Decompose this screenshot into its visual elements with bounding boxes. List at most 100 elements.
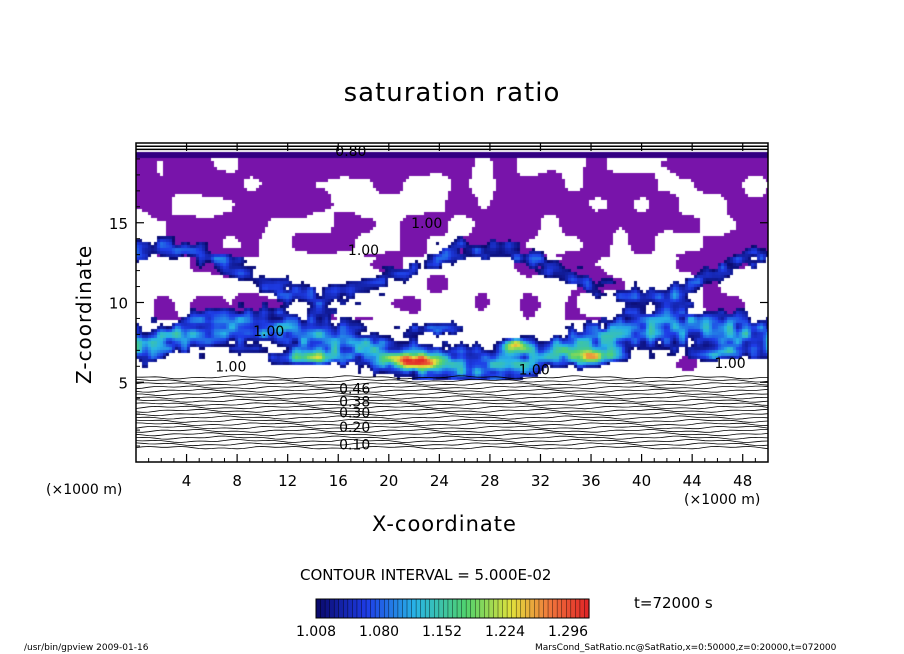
contour-label: 1.00 <box>519 362 550 378</box>
colorbar-segment <box>566 599 572 618</box>
contour-label: 0.38 <box>339 394 370 410</box>
x-tick-label: 12 <box>278 472 297 490</box>
colorbar-segment <box>452 599 458 618</box>
colorbar-segment <box>438 599 444 618</box>
x-tick-label: 44 <box>683 472 702 490</box>
colorbar-segment <box>557 599 563 618</box>
colorbar-segment <box>397 599 404 618</box>
y-tick-label: 15 <box>109 215 128 233</box>
contour-line <box>135 418 769 423</box>
colorbar-segment <box>379 599 385 618</box>
x-tick-label: 28 <box>480 472 499 490</box>
colorbar-segment <box>484 599 490 618</box>
contour-line <box>135 382 769 386</box>
contour-label: 1.00 <box>348 243 379 259</box>
contour-line <box>135 429 769 433</box>
colorbar-segment <box>461 599 467 618</box>
colorbar-segment <box>479 599 485 618</box>
colorbar-segment <box>407 599 413 618</box>
colorbar-segment <box>561 599 567 618</box>
x-tick-label: 20 <box>379 472 398 490</box>
colorbar-tick-label: 1.080 <box>359 624 399 640</box>
colorbar-segment <box>493 599 499 618</box>
contour-line <box>135 398 769 403</box>
contour-line <box>135 405 769 410</box>
colorbar-segment <box>416 599 422 618</box>
colorbar-segment <box>338 599 344 618</box>
contour-line <box>135 435 769 440</box>
contour-line <box>135 385 769 390</box>
colorbar-segment <box>325 599 331 618</box>
colorbar-segment <box>447 599 454 618</box>
x-tick-label: 16 <box>329 472 348 490</box>
colorbar-segment <box>488 599 495 618</box>
contour-line <box>135 378 769 383</box>
colorbar-segment <box>466 599 472 618</box>
contour-line <box>135 408 769 413</box>
y-tick-label: 5 <box>118 374 128 392</box>
contour-line <box>135 415 769 420</box>
contour-interval-label: CONTOUR INTERVAL = 5.000E-02 <box>300 566 552 584</box>
x-axis-label: X-coordinate <box>372 512 517 536</box>
colorbar-segment <box>420 599 426 618</box>
time-label: t=72000 s <box>634 594 713 612</box>
colorbar-tick-label: 1.152 <box>422 624 462 640</box>
x-tick-label: 32 <box>531 472 550 490</box>
colorbar-segment <box>388 599 394 618</box>
y-axis-label: Z-coordinate <box>72 244 96 384</box>
colorbar-segment <box>579 599 586 618</box>
colorbar-segment <box>352 599 358 618</box>
colorbar-segment <box>475 599 481 618</box>
contour-label: 0.80 <box>335 144 366 160</box>
contour-label: 1.00 <box>714 356 745 372</box>
colorbar-segment <box>457 599 463 618</box>
colorbar-segment <box>343 599 349 618</box>
colorbar-segment <box>516 599 522 618</box>
colorbar-segment <box>552 599 558 618</box>
contour-line <box>135 422 769 426</box>
colorbar-segment <box>434 599 440 618</box>
z-unit-label: (×1000 m) <box>46 482 123 498</box>
contour-line <box>135 412 769 417</box>
colorbar-segment <box>570 599 576 618</box>
contour-label: 0.30 <box>339 406 370 422</box>
colorbar-segment <box>384 599 390 618</box>
x-tick-label: 36 <box>581 472 600 490</box>
colorbar-segment <box>520 599 526 618</box>
colorbar-segment <box>334 599 340 618</box>
colorbar-segment <box>543 599 549 618</box>
contour-label: 0.46 <box>339 382 370 398</box>
contour-line <box>135 426 769 430</box>
colorbar-segment <box>429 599 435 618</box>
colorbar-segment <box>575 599 581 618</box>
contour-label: 1.00 <box>411 216 442 232</box>
colorbar-segment <box>402 599 408 618</box>
contour-line <box>135 402 769 406</box>
contour-line <box>135 395 769 400</box>
contour-line <box>136 392 769 397</box>
colorbar-segment <box>538 599 545 618</box>
contour-line <box>135 446 769 450</box>
colorbar-segment <box>443 599 449 618</box>
colorbar-segment <box>584 599 590 618</box>
colorbar-segment <box>529 599 535 618</box>
colorbar-segment <box>502 599 508 618</box>
x-tick-label: 48 <box>733 472 752 490</box>
colorbar-segment <box>411 599 417 618</box>
colorbar-segment <box>370 599 376 618</box>
colorbar-segment <box>316 599 322 618</box>
contour-line <box>135 438 769 443</box>
colorbar-segment <box>347 599 353 618</box>
y-tick-label: 10 <box>109 295 128 313</box>
colorbar-segment <box>356 599 363 618</box>
x-tick-label: 8 <box>232 472 242 490</box>
colorbar-segment <box>361 599 367 618</box>
colorbar-tick-label: 1.224 <box>485 624 525 640</box>
colorbar-tick-label: 1.008 <box>296 624 336 640</box>
colorbar-segment <box>548 599 554 618</box>
colorbar-segment <box>511 599 517 618</box>
colorbar-tick-label: 1.296 <box>548 624 588 640</box>
x-tick-label: 24 <box>430 472 449 490</box>
footer-left: /usr/bin/gpview 2009-01-16 <box>24 643 149 653</box>
